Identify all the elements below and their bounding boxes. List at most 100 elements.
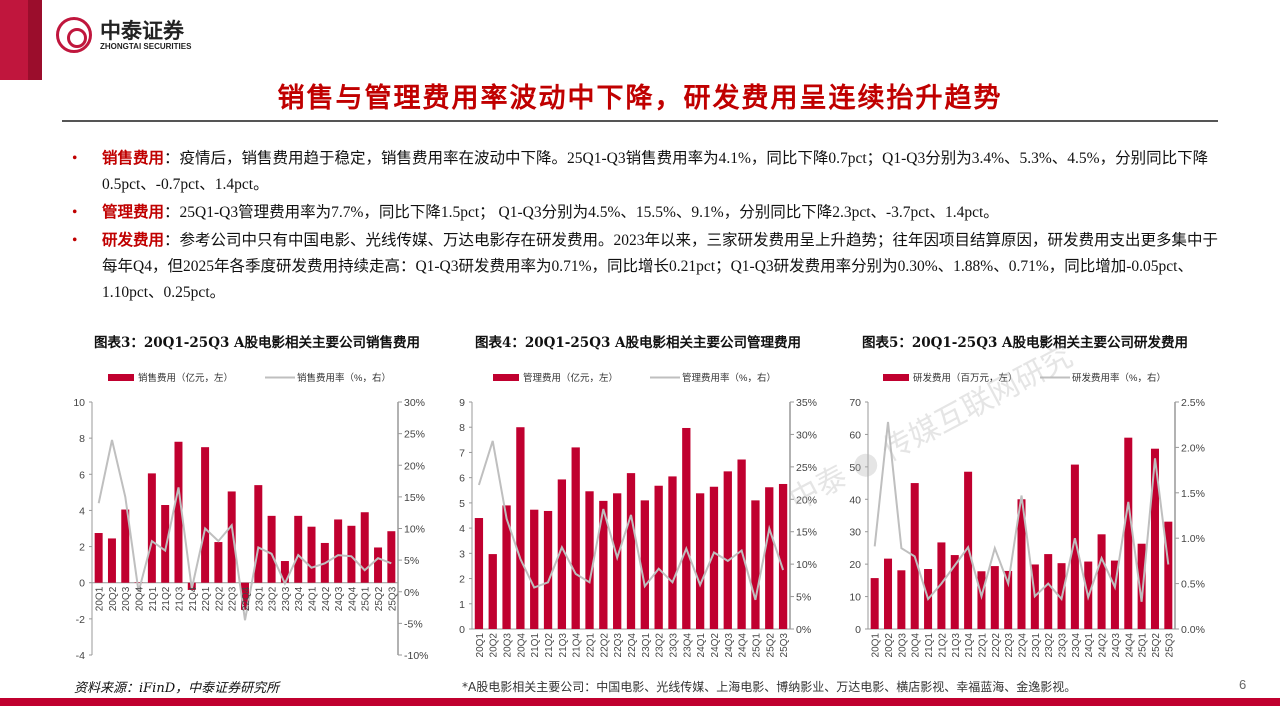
bar-24Q1	[695, 493, 705, 629]
category-label: 22Q2	[214, 586, 225, 611]
bar-23Q2	[1044, 554, 1053, 629]
category-label: 21Q4	[572, 633, 583, 658]
category-label: 22Q1	[586, 633, 597, 658]
brand-name-cn: 中泰证券	[100, 18, 184, 43]
legend-bar-swatch	[493, 374, 519, 381]
category-label: 22Q4	[1018, 633, 1029, 658]
bar-25Q1	[1137, 543, 1146, 629]
bar-23Q1	[254, 485, 263, 583]
left-tick-label: 0	[459, 624, 465, 636]
left-tick-label: 4	[79, 505, 85, 517]
legend-bar-label: 研发费用（百万元，左）	[913, 372, 1018, 384]
bar-21Q1	[530, 509, 539, 629]
bar-21Q3	[174, 441, 183, 583]
category-label: 24Q1	[308, 586, 319, 611]
left-tick-label: 3	[459, 548, 465, 560]
bar-24Q3	[1110, 560, 1119, 629]
bar-20Q2	[884, 558, 893, 629]
category-label: 20Q4	[135, 586, 146, 611]
bar-25Q1	[360, 512, 369, 583]
left-tick-label: 60	[849, 429, 861, 441]
bar-23Q4	[682, 427, 691, 629]
left-tick-label: 8	[459, 422, 465, 434]
chart4-title: 图表4：20Q1-25Q3 A股电影相关主要公司管理费用	[474, 335, 802, 351]
category-label: 24Q3	[1111, 633, 1122, 658]
category-label: 20Q3	[121, 586, 132, 611]
category-label: 24Q3	[334, 586, 345, 611]
category-label: 21Q3	[174, 586, 185, 611]
bar-24Q4	[347, 525, 356, 583]
category-label: 21Q2	[937, 633, 948, 658]
rate-line	[873, 421, 1170, 602]
category-label: 24Q4	[738, 633, 749, 658]
category-label: 24Q1	[696, 633, 707, 658]
bar-23Q4	[294, 515, 303, 583]
category-label: 25Q2	[1151, 633, 1162, 658]
bar-24Q3	[723, 471, 732, 629]
category-label: 22Q1	[201, 586, 212, 611]
category-label: 23Q1	[641, 633, 652, 658]
left-tick-label: -2	[76, 614, 85, 626]
category-label: 21Q4	[188, 586, 199, 611]
category-label: 20Q1	[871, 633, 882, 658]
bar-22Q2	[990, 566, 999, 629]
chart5-title: 图表5：20Q1-25Q3 A股电影相关主要公司研发费用	[861, 335, 1189, 351]
bar-25Q2	[1150, 448, 1159, 629]
bar-22Q4	[1017, 499, 1026, 629]
legend-line-label: 销售费用率（%，右）	[297, 372, 391, 384]
bar-22Q2	[214, 542, 223, 583]
bar-23Q4	[1070, 464, 1079, 629]
bar-20Q1	[94, 533, 103, 583]
category-label: 25Q1	[361, 586, 372, 611]
category-label: 21Q1	[530, 633, 541, 658]
left-tick-label: 0	[855, 624, 861, 636]
bar-24Q4	[1124, 437, 1133, 629]
category-label: 22Q2	[991, 633, 1002, 658]
brand-logo: 中泰证券 ZHONGTAI SECURITIES	[56, 17, 191, 53]
category-label: 23Q3	[281, 586, 292, 611]
left-tick-label: 1	[459, 599, 465, 611]
legend-bar-label: 管理费用（亿元，左）	[523, 372, 618, 384]
bar-24Q2	[1097, 534, 1106, 629]
category-label: 20Q2	[108, 586, 119, 611]
category-label: 25Q2	[765, 633, 776, 658]
bar-25Q3	[778, 483, 788, 629]
bullet-text: ：参考公司中只有中国电影、光线传媒、万达电影存在研发费用。2023年以来，三家研…	[102, 232, 1219, 301]
category-label: 21Q2	[161, 586, 172, 611]
category-label: 23Q1	[1031, 633, 1042, 658]
category-label: 22Q3	[1004, 633, 1015, 658]
category-label: 25Q3	[1164, 633, 1175, 658]
right-tick-label: 25%	[404, 429, 425, 441]
category-label: 20Q1	[475, 633, 486, 658]
legend-bar-swatch	[883, 374, 909, 381]
category-label: 23Q1	[254, 586, 265, 611]
category-label: 20Q4	[516, 633, 527, 658]
left-tick-label: 2	[79, 542, 85, 554]
bar-23Q3	[280, 561, 289, 583]
bullet-text: ：25Q1-Q3管理费用率为7.7%，同比下降1.5pct； Q1-Q3分别为4…	[164, 204, 999, 221]
category-label: 21Q3	[951, 633, 962, 658]
category-label: 25Q3	[387, 586, 398, 611]
category-label: 25Q2	[374, 586, 385, 611]
right-tick-label: 15%	[796, 527, 817, 539]
bar-25Q2	[374, 547, 383, 583]
rate-line	[477, 440, 785, 601]
bar-22Q1	[977, 571, 986, 629]
category-label: 20Q3	[897, 633, 908, 658]
legend-line-label: 研发费用率（%，右）	[1072, 372, 1166, 384]
right-tick-label: 20%	[796, 494, 817, 506]
bar-23Q1	[640, 500, 649, 629]
bar-23Q3	[668, 476, 677, 629]
category-label: 23Q2	[1044, 633, 1055, 658]
bar-20Q3	[502, 505, 511, 629]
bar-20Q3	[121, 509, 130, 583]
bar-25Q3	[387, 531, 396, 583]
category-label: 24Q3	[724, 633, 735, 658]
bar-24Q3	[334, 519, 343, 583]
bullet-text: ：疫情后，销售费用趋于稳定，销售费用率在波动中下降。25Q1-Q3销售费用率为4…	[102, 150, 1209, 193]
right-tick-label: 0%	[404, 587, 419, 599]
bar-23Q2	[267, 515, 276, 583]
right-tick-label: 10%	[796, 559, 817, 571]
bar-20Q1	[474, 518, 484, 629]
bar-22Q3	[227, 491, 236, 583]
